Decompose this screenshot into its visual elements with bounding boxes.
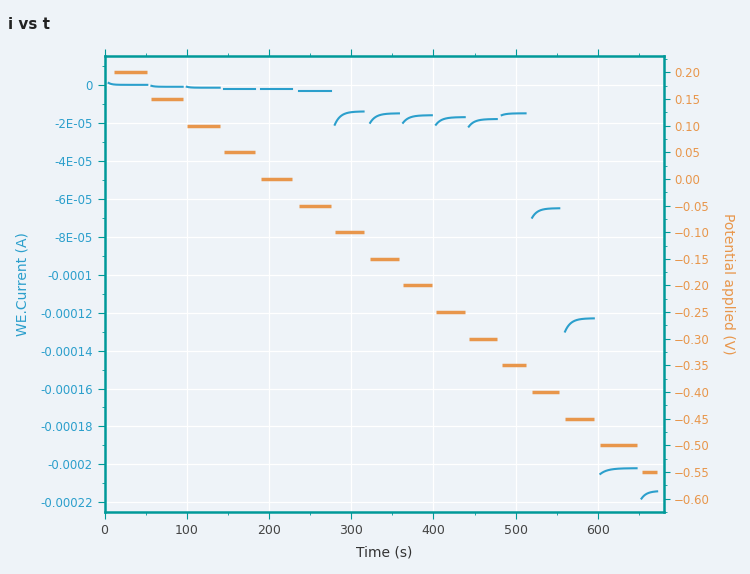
Y-axis label: Potential applied (V): Potential applied (V)	[721, 214, 735, 355]
X-axis label: Time (s): Time (s)	[356, 545, 413, 559]
Text: i vs t: i vs t	[8, 17, 50, 32]
Y-axis label: WE.Current (A): WE.Current (A)	[15, 232, 29, 336]
